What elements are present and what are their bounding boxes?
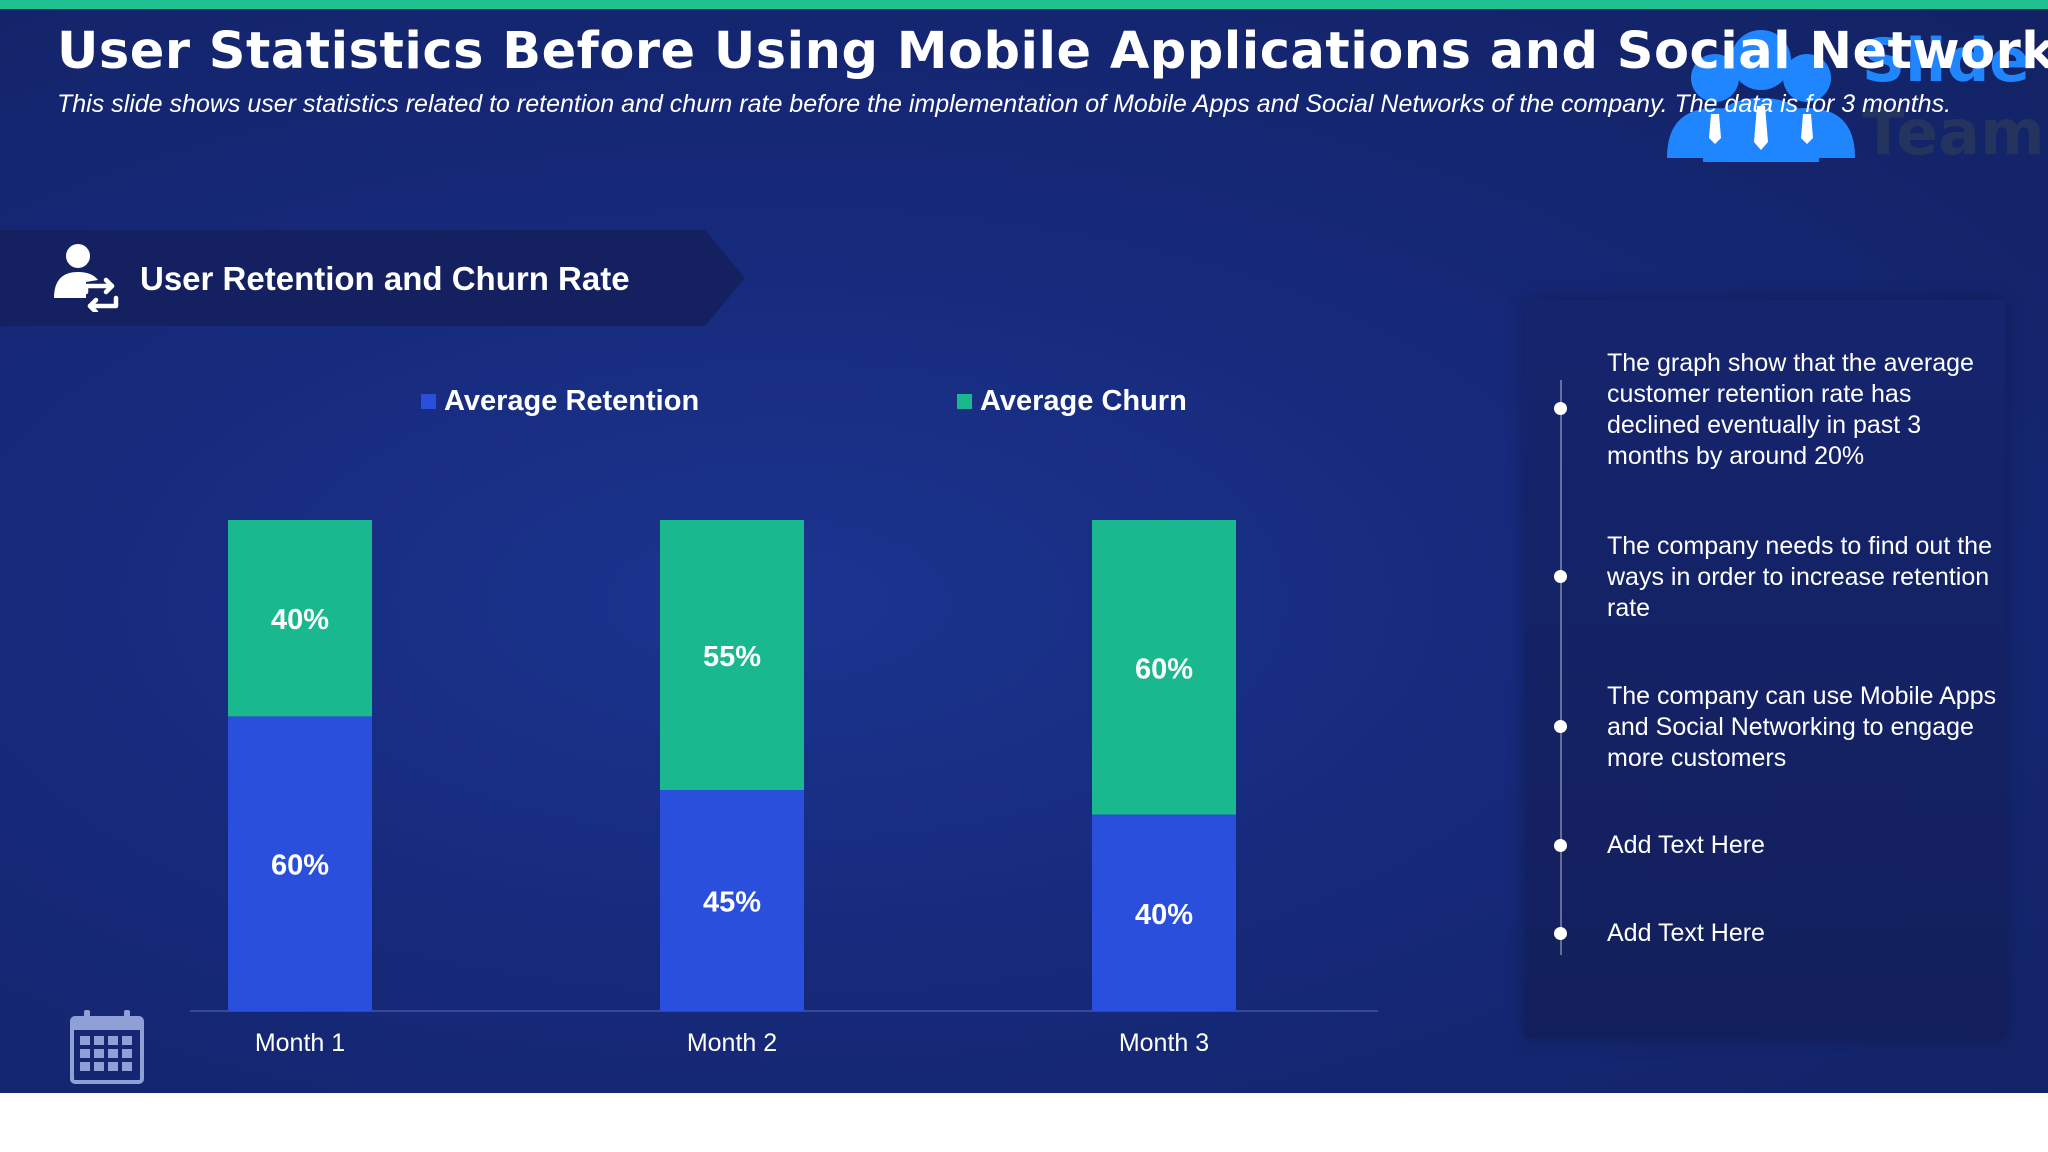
note-text: Add Text Here [1607,831,1765,859]
slide: Slide Team User Statistics Before Using … [0,0,2048,1093]
note-text: The graph show that the average customer… [1607,349,1974,470]
stacked-bar-chart: 60% 40% Month 1 45% 55% Month 2 40% 60% Month 3 [190,520,1378,1057]
notes-timeline-line [1560,380,1562,955]
bar-retention [660,790,804,1011]
page-subtitle: This slide shows user statistics related… [57,90,1952,118]
page-title: User Statistics Before Using Mobile Appl… [57,22,2048,81]
bar-churn [1092,520,1236,815]
data-label: 60% [1135,653,1193,685]
data-label: 40% [1135,899,1193,931]
x-tick-label: Month 1 [255,1029,345,1057]
note-text: The company needs to find out the ways i… [1607,532,1992,622]
data-label: 45% [703,887,761,919]
notes-panel [1525,300,2005,1038]
legend-item-churn: Average Churn [957,385,1187,418]
section-banner [0,230,745,326]
bar-retention [1092,814,1236,1011]
logo-text-team: Team [1862,96,2045,169]
note-text: Add Text Here [1607,919,1765,947]
user-refresh-icon [54,244,119,312]
section-title: User Retention and Churn Rate [140,260,630,297]
x-tick-label: Month 2 [687,1029,777,1057]
bar-churn [660,520,804,791]
note-bullet [1554,402,1567,415]
bar-churn [228,520,372,717]
legend-label-churn: Average Churn [980,385,1187,417]
note-bullet [1554,839,1567,852]
legend-swatch-retention [421,394,436,409]
x-tick-label: Month 3 [1119,1029,1209,1057]
data-label: 55% [703,641,761,673]
calendar-icon [70,1010,144,1084]
note-text: The company can use Mobile Apps and Soci… [1607,682,1997,772]
legend-label-retention: Average Retention [444,385,700,417]
top-accent-bar [0,0,2048,9]
logo-text-slide: Slide [1862,26,2030,96]
bar-retention [228,716,372,1011]
note-bullet [1554,570,1567,583]
slide-team-logo-icon [1667,30,1855,162]
legend-item-retention: Average Retention [421,385,699,418]
note-bullet [1554,720,1567,733]
data-label: 40% [271,604,329,636]
note-bullet [1554,927,1567,940]
data-label: 60% [271,850,329,882]
legend-swatch-churn [957,394,972,409]
